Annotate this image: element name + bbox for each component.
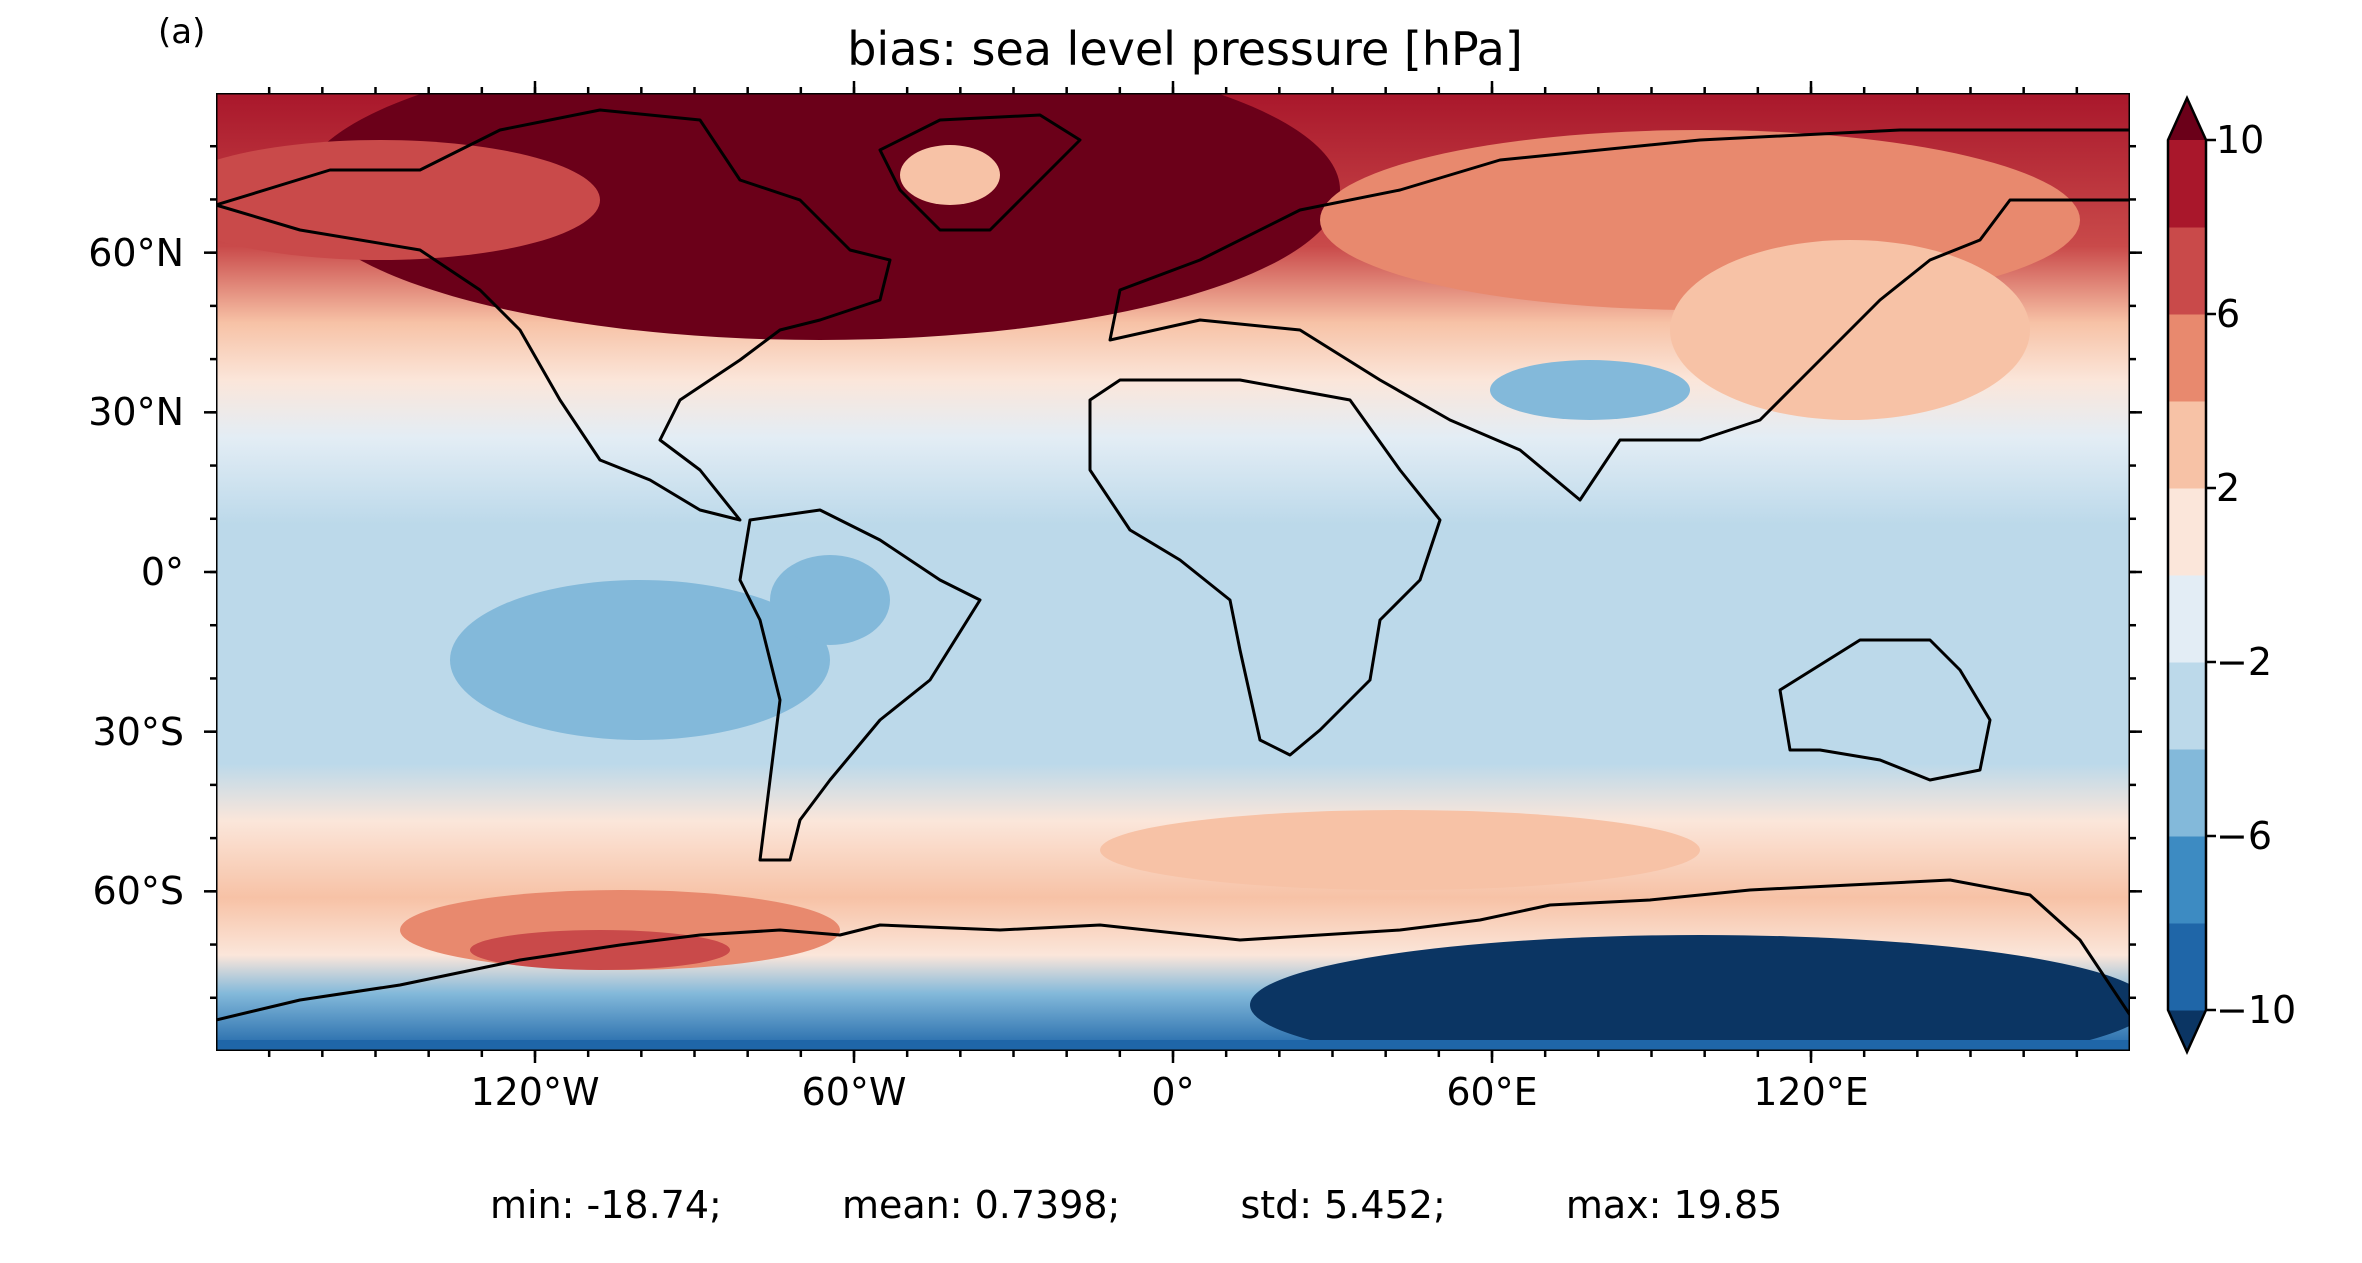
colorbar-segment [2168, 749, 2206, 837]
colorbar-extend-high [2168, 98, 2206, 140]
bias-patch-north-atlantic-high [300, 93, 1340, 340]
colorbar [2166, 94, 2208, 1056]
coastlines [216, 108, 2130, 1022]
y-tick-label: 0° [140, 550, 184, 594]
coastline-south-america [738, 508, 982, 862]
y-tick-label: 30°S [92, 709, 184, 754]
colorbar-segment [2168, 140, 2206, 228]
plot-title: bias: sea level pressure [hPa] [0, 22, 2362, 76]
x-tick-label: 0° [1151, 1070, 1195, 1114]
coastline-antarctica [216, 878, 2130, 1022]
colorbar-extend-low [2168, 1010, 2206, 1052]
colorbar-tick-marks [2206, 138, 2216, 1012]
colorbar-segment [2168, 488, 2206, 576]
bias-patch-amazon [770, 555, 890, 645]
colorbar-tick-label: 10 [2216, 118, 2265, 162]
coastline-north-america [216, 108, 892, 522]
colorbar-segment [2168, 314, 2206, 402]
colorbar-segment [2168, 227, 2206, 315]
statistics-footer: min: -18.74; mean: 0.7398; std: 5.452; m… [490, 1183, 1782, 1227]
stat-min: min: -18.74; [490, 1183, 722, 1227]
x-tick-label: 60°W [801, 1070, 907, 1114]
y-tick-label: 60°N [88, 230, 184, 275]
x-tick-label: 120°E [1753, 1070, 1869, 1114]
colorbar-segment [2168, 575, 2206, 663]
coastline-greenland [878, 113, 1082, 232]
panel-label: (a) [158, 12, 206, 52]
y-tick-marks [204, 144, 2142, 1000]
stat-max: max: 19.85 [1565, 1183, 1783, 1227]
map-plot-area [216, 93, 2130, 1051]
colorbar-tick-label: 6 [2216, 292, 2241, 336]
colorbar-tick-label: −2 [2216, 640, 2273, 684]
stat-std: std: 5.452; [1240, 1183, 1446, 1227]
x-tick-label: 60°E [1446, 1070, 1538, 1114]
plot-title-text: bias: sea level pressure [hPa] [847, 22, 1523, 76]
x-tick-marks [267, 81, 2079, 1063]
colorbar-tick-label: −10 [2216, 988, 2297, 1032]
stat-mean: mean: 0.7398; [841, 1183, 1121, 1227]
bias-patch-east-antarctica [1250, 935, 2130, 1051]
bias-patch-tibet [1490, 360, 1690, 420]
bias-patch-antarctic-edge [216, 1040, 2130, 1051]
bias-patch-greenland-low [900, 145, 1000, 205]
colorbar-segment [2168, 923, 2206, 1011]
colorbar-tick-label: 2 [2216, 466, 2241, 510]
y-tick-label: 30°N [88, 390, 184, 435]
bias-patch-southern-indian [1100, 810, 1700, 890]
colorbar-segment [2168, 401, 2206, 489]
bias-patch-south-pacific [450, 580, 830, 740]
bias-patch-north-pacific [216, 140, 600, 260]
x-tick-label: 120°W [470, 1070, 600, 1114]
colorbar-segment [2168, 836, 2206, 924]
colorbar-tick-label: −6 [2216, 814, 2273, 858]
colorbar-segment [2168, 662, 2206, 750]
y-tick-label: 60°S [92, 869, 184, 914]
coastline-australia [1778, 638, 1992, 782]
coastline-africa-eurasia [1088, 128, 2130, 757]
